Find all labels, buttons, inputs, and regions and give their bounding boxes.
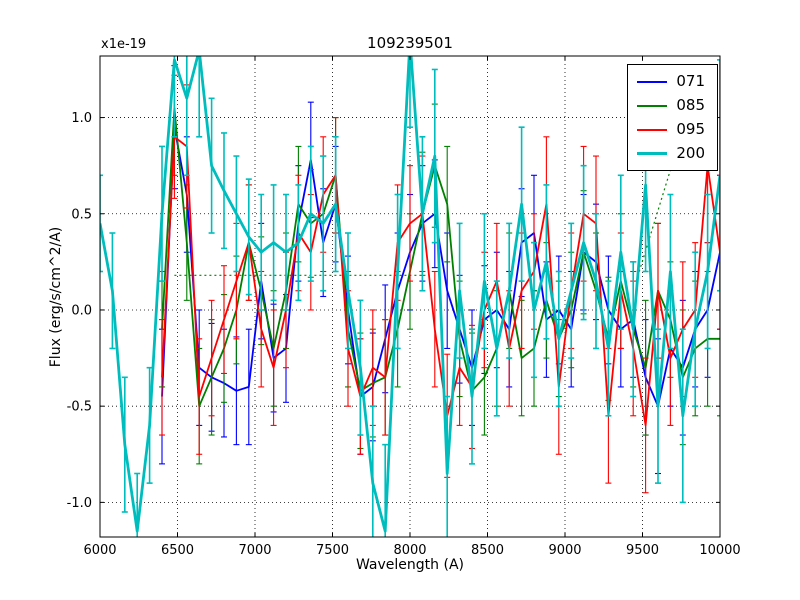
x-axis-label: Wavelength (A) [355, 557, 464, 573]
legend-label-095: 095 [676, 120, 705, 138]
svg-text:-0.5: -0.5 [67, 400, 92, 415]
svg-text:7500: 7500 [316, 543, 349, 558]
legend-item-071: 071 [637, 71, 705, 92]
chart-title: 109239501 [367, 34, 453, 52]
legend-label-200: 200 [676, 144, 705, 162]
legend-line-071-icon [637, 80, 668, 83]
legend-item-200: 200 [637, 143, 705, 164]
svg-text:6000: 6000 [83, 543, 116, 558]
legend-item-085: 085 [637, 95, 705, 116]
legend-item-095: 095 [637, 119, 705, 140]
legend-line-085-icon [637, 104, 668, 107]
svg-text:1.0: 1.0 [71, 111, 92, 126]
svg-text:0.0: 0.0 [71, 303, 92, 318]
svg-text:-1.0: -1.0 [67, 496, 92, 511]
svg-text:0.5: 0.5 [71, 207, 92, 222]
legend-line-095-icon [637, 128, 668, 131]
y-axis-offset-label: x1e-19 [101, 37, 147, 52]
svg-text:6500: 6500 [161, 543, 194, 558]
svg-text:8500: 8500 [471, 543, 504, 558]
svg-text:8000: 8000 [393, 543, 426, 558]
y-axis-label: Flux (erg/s/cm^2/A) [48, 226, 64, 368]
svg-text:10000: 10000 [699, 543, 740, 558]
legend-label-071: 071 [676, 72, 705, 90]
svg-text:7000: 7000 [238, 543, 271, 558]
legend: 071 085 095 200 [627, 64, 718, 171]
legend-label-085: 085 [676, 96, 705, 114]
svg-text:9500: 9500 [626, 543, 659, 558]
svg-text:9000: 9000 [548, 543, 581, 558]
legend-line-200-icon [637, 152, 668, 155]
